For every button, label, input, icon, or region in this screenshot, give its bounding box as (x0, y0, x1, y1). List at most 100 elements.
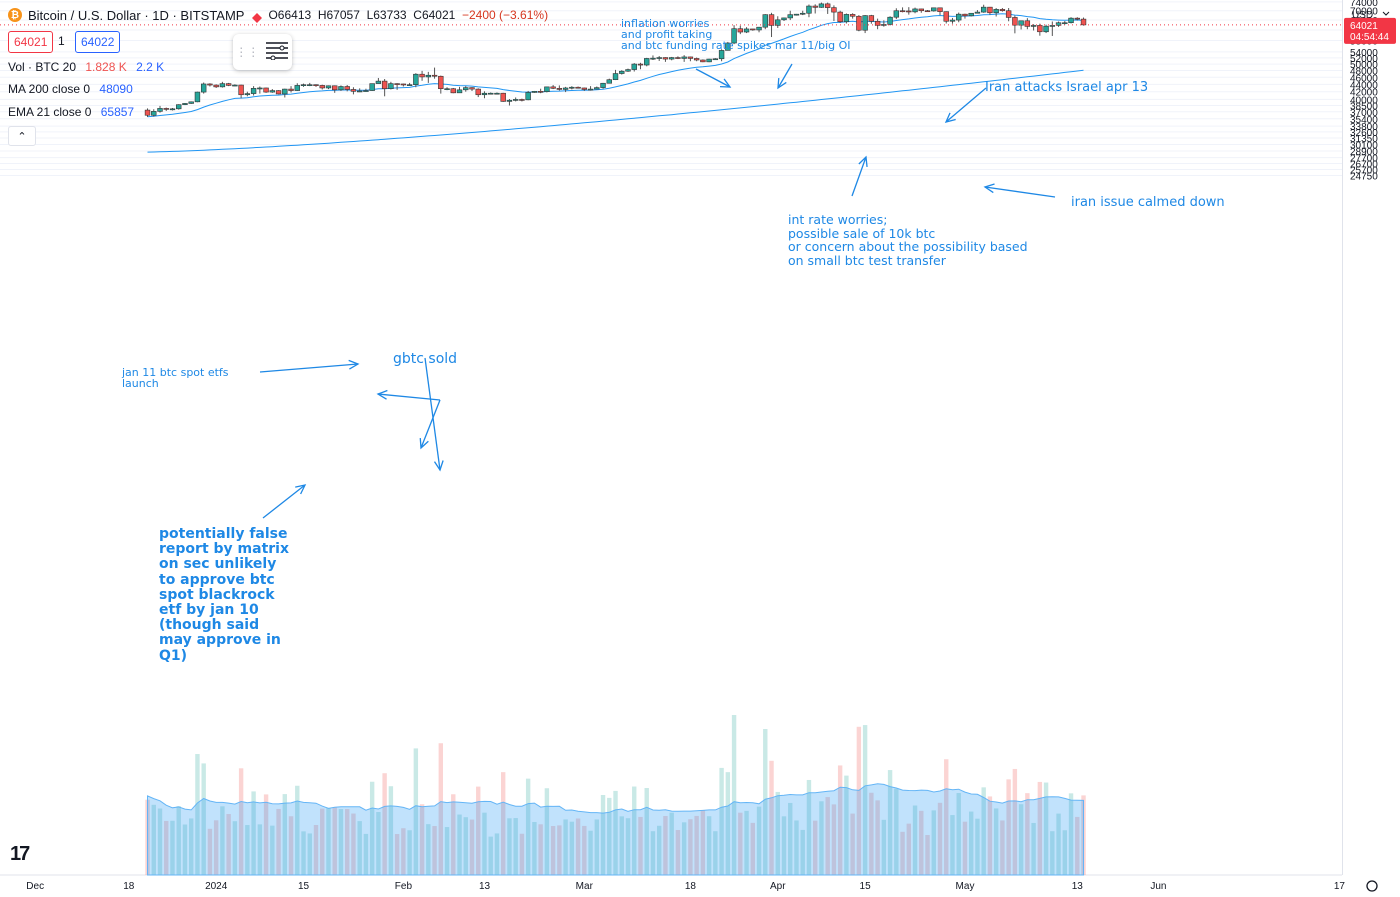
candle-body (806, 5, 812, 14)
volume-bar (657, 825, 662, 875)
candle-body (906, 10, 912, 13)
candle-body (413, 73, 419, 85)
symbol-title[interactable]: Bitcoin / U.S. Dollar · 1D · BITSTAMP (28, 7, 245, 23)
volume-bar (345, 809, 350, 875)
candle (400, 83, 407, 87)
candle-body (656, 57, 662, 59)
volume-bar (170, 820, 175, 875)
candle-body (637, 63, 644, 66)
candle-body (999, 9, 1006, 12)
candle-body (356, 90, 363, 93)
drag-handle-icon[interactable]: ⋮⋮ (235, 45, 260, 59)
candle (662, 57, 669, 62)
candle (1049, 21, 1056, 36)
annotation-matrix[interactable]: potentially false report by matrix on se… (159, 526, 289, 664)
candle (394, 83, 400, 90)
volume-bar (195, 754, 200, 875)
candle (999, 8, 1006, 12)
candle (637, 62, 644, 70)
volume-bar (457, 814, 462, 875)
annotation-inflation[interactable]: inflation worries and profit taking and … (621, 17, 851, 52)
buy-price-button[interactable]: 64022 (75, 31, 121, 53)
candle-body (1074, 17, 1080, 20)
ma200-legend[interactable]: MA 200 close 0 48090 (8, 82, 133, 96)
ohlc-readout: O66413 H67057 L63733 C64021 −2400 (−3.61… (268, 8, 548, 22)
volume-indicator-legend[interactable]: Vol · BTC 20 1.828 K 2.2 K (8, 60, 164, 74)
candle-body (881, 24, 887, 26)
volume-bar (931, 810, 936, 875)
candle-body (463, 87, 469, 91)
annotation-intrate[interactable]: int rate worries; possible sale of 10k b… (788, 212, 1028, 268)
candle (388, 81, 394, 90)
tradingview-logo[interactable]: 17 (10, 843, 30, 865)
price-tick-label: 28900 (1350, 147, 1378, 158)
volume-bar (550, 826, 556, 875)
candle (1024, 18, 1031, 30)
annotation-gbtc[interactable]: gbtc sold (393, 351, 458, 367)
order-quantity[interactable]: 1 (58, 34, 65, 48)
volume-bar (819, 801, 824, 875)
collapse-legend-button[interactable]: ⌃ (8, 126, 36, 146)
countdown-label: 04:54:44 (1350, 32, 1389, 43)
volume-bar (700, 810, 706, 875)
candle (475, 88, 481, 98)
candle (1080, 17, 1087, 26)
candle (325, 85, 332, 90)
object-settings-icon[interactable] (264, 40, 290, 65)
annotation-iran[interactable]: Iran attacks Israel apr 13 (985, 80, 1149, 95)
volume-bar (507, 818, 512, 875)
volume-bar (681, 822, 687, 875)
candle (481, 91, 488, 99)
volume-bar (756, 806, 762, 875)
candle (207, 83, 213, 87)
candle (275, 90, 282, 95)
candle (369, 83, 375, 91)
volume-bar (969, 811, 974, 875)
candle-body (219, 83, 226, 88)
candle (431, 67, 438, 79)
candle (344, 85, 350, 92)
candle (681, 55, 687, 62)
price-tick-label: 32600 (1350, 128, 1378, 139)
volume-ma-area (146, 783, 1085, 876)
annotation-iran-calm[interactable]: iran issue calmed down (1071, 195, 1225, 210)
volume-bar (975, 818, 980, 875)
volume-bar (213, 820, 219, 875)
volume-bar (444, 827, 450, 875)
volume-bars (145, 715, 1086, 875)
candle-body (781, 17, 787, 21)
annotation-jan11[interactable]: jan 11 btc spot etfs launch (122, 366, 229, 390)
price-tick-label: 26700 (1350, 160, 1378, 171)
candle-body (812, 5, 818, 8)
candle-body (375, 80, 382, 84)
volume-bar (1037, 781, 1043, 875)
volume-bar (1012, 768, 1018, 875)
ema21-legend[interactable]: EMA 21 close 0 65857 (8, 105, 134, 119)
volume-bar (525, 778, 531, 875)
sell-price-button[interactable]: 64021 (8, 31, 54, 53)
candle (263, 87, 269, 93)
time-tick-label: 15 (298, 881, 310, 892)
candles (144, 2, 1087, 118)
candle (912, 7, 918, 14)
candle (725, 41, 731, 51)
candle (968, 12, 974, 17)
candle-body (394, 83, 400, 85)
volume-bar (788, 802, 793, 875)
candle (768, 12, 775, 38)
candle-body (1080, 18, 1087, 26)
volume-bar (220, 806, 225, 875)
symbol-header: ₿ Bitcoin / U.S. Dollar · 1D · BITSTAMP … (8, 6, 548, 24)
candle (425, 71, 432, 83)
annotation-arrow (262, 484, 306, 519)
candle-body (307, 84, 313, 86)
candle (974, 10, 981, 14)
market-status-icon[interactable] (252, 11, 263, 23)
candle-body (444, 88, 450, 91)
candle (787, 10, 793, 21)
floating-drawing-toolbar[interactable]: ⋮⋮ (233, 34, 292, 70)
price-tick-label: 30100 (1350, 141, 1378, 152)
close-value: C64021 (413, 8, 456, 22)
candle-body (300, 84, 307, 86)
